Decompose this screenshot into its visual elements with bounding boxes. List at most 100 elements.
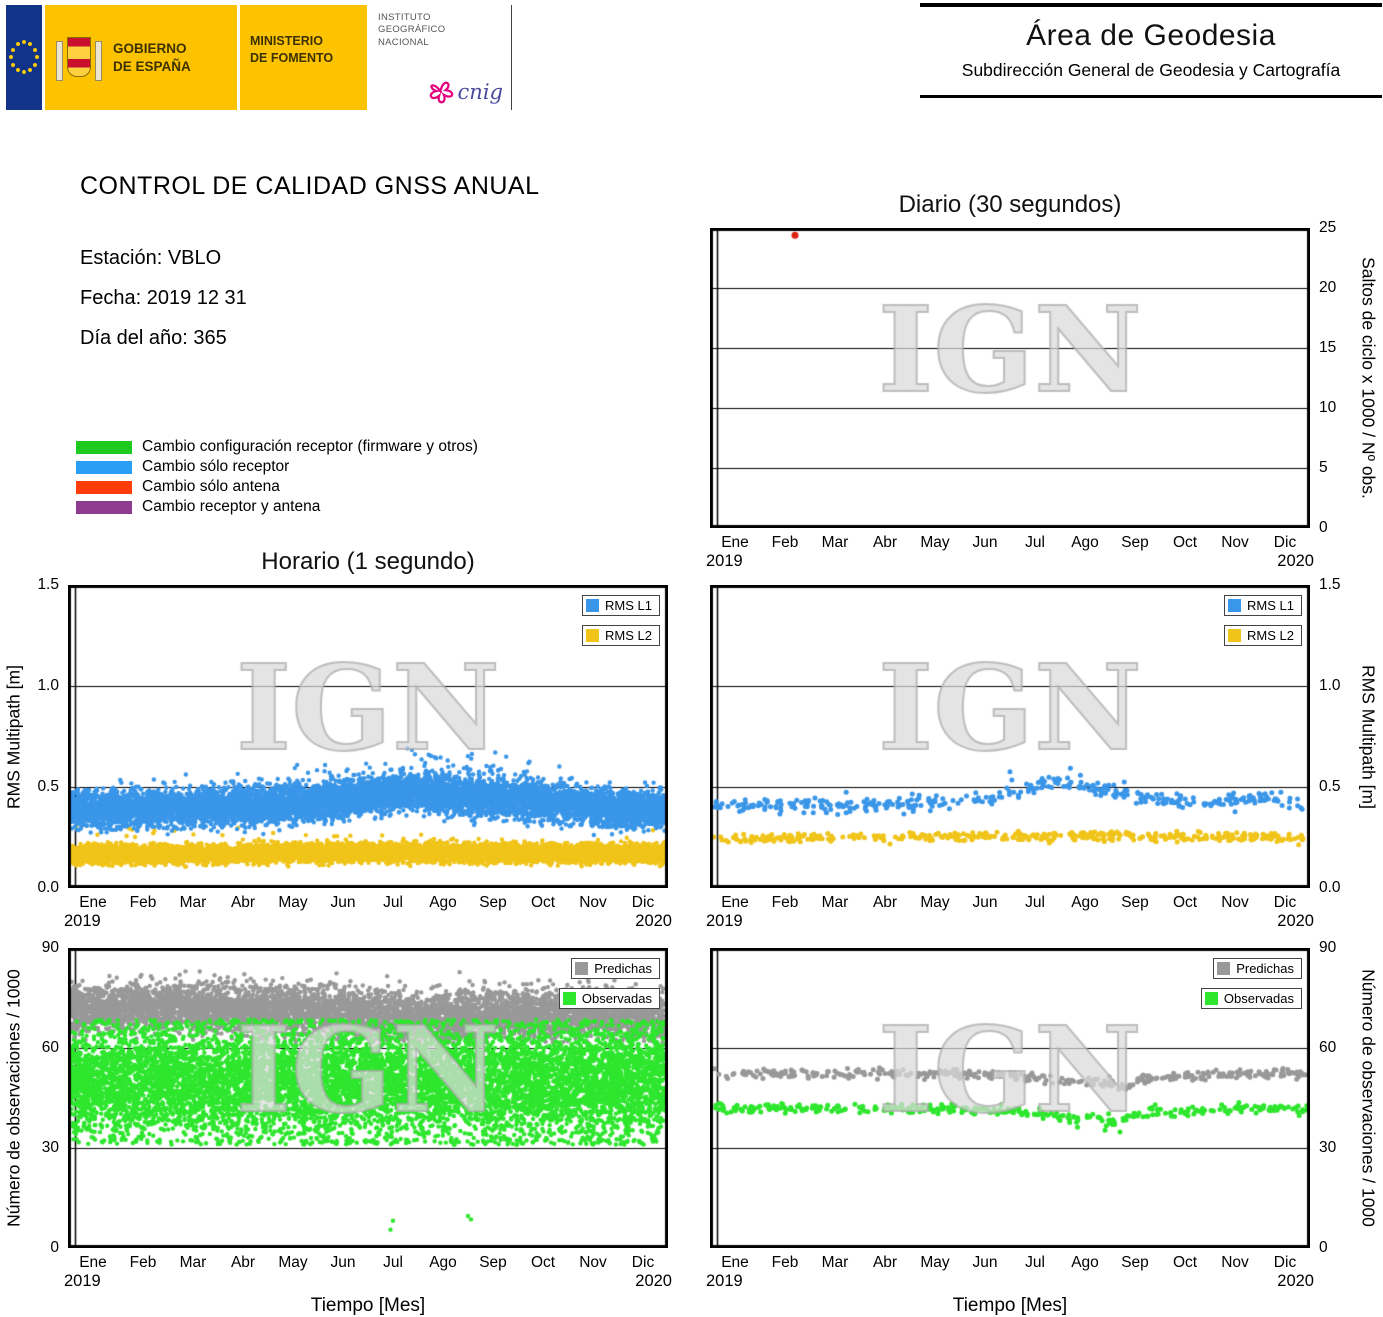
date-label: Fecha: 2019 12 31 — [80, 287, 247, 309]
config-legend-label: Cambio sólo antena — [142, 478, 280, 495]
y-tick-label: 0 — [1319, 519, 1328, 536]
ministerio-fomento-label: MINISTERIO DE FOMENTO — [240, 5, 370, 110]
x-tick-label: Mar — [179, 1254, 207, 1271]
x-tick-label: Abr — [872, 1254, 898, 1271]
x-tick-label: Dic — [1273, 894, 1297, 911]
chart-diario-saltos-ciclo: Diario (30 segundos) Saltos de ciclo x 1… — [706, 191, 1379, 570]
legend-swatch — [1228, 599, 1242, 612]
x-tick-label: Mar — [821, 534, 849, 551]
legend-label: RMS L2 — [605, 628, 652, 643]
chart-diario-multipath: RMS Multipath [m] 2019 2020 0.0 0.5 1.0 1.5… — [706, 576, 1379, 930]
x-tick-label: Ago — [1071, 1254, 1099, 1271]
ministerio-line1: MINISTERIO — [250, 34, 323, 48]
y-tick-label: 1.5 — [37, 576, 59, 593]
x-axis-label: Tiempo [Mes] — [310, 1295, 426, 1316]
day-of-year-label: Día del año: 365 — [80, 327, 227, 349]
area-subtitle: Subdirección General de Geodesia y Carto… — [961, 60, 1341, 80]
legend-swatch — [586, 629, 600, 642]
legend-label: RMS L1 — [1247, 598, 1294, 613]
plot-legend-item: Predichas — [1213, 958, 1302, 979]
config-legend-swatch — [76, 500, 132, 514]
y-axis-label: RMS Multipath [m] — [3, 664, 24, 809]
x-tick-label: Jul — [1025, 534, 1045, 551]
x-tick-label: Jun — [330, 894, 356, 911]
y-tick-label: 0.5 — [1319, 778, 1341, 795]
year-label-right: 2020 — [635, 912, 672, 930]
x-tick-label: Nov — [1221, 534, 1249, 551]
year-label-left: 2019 — [64, 912, 101, 930]
x-tick-label: May — [278, 894, 308, 911]
plot-legend-item: RMS L2 — [1224, 625, 1302, 646]
config-legend-swatch — [76, 480, 132, 494]
year-label-left: 2019 — [64, 1272, 101, 1290]
y-tick-label: 1.0 — [37, 677, 59, 694]
x-tick-label: Oct — [530, 894, 556, 911]
chart-diario-observaciones: Número de observaciones / 1000 2019 2020… — [706, 939, 1379, 1316]
x-tick-label: Nov — [1221, 894, 1249, 911]
y-tick-label: 90 — [41, 939, 59, 956]
x-tick-label: Sep — [1121, 1254, 1149, 1271]
config-legend-swatch — [76, 440, 132, 454]
x-tick-label: Ene — [79, 1254, 107, 1271]
x-tick-label: May — [278, 1254, 308, 1271]
x-tick-label: Feb — [771, 534, 799, 551]
x-tick-label: May — [920, 894, 950, 911]
plot-legend-item: RMS L1 — [1224, 595, 1302, 616]
instituto-geografico-label: INSTITUTO GEOGRÁFICO NACIONAL — [378, 12, 446, 48]
x-tick-label: Ene — [79, 894, 107, 911]
year-label-left: 2019 — [706, 1272, 743, 1290]
x-tick-label: Ago — [429, 894, 457, 911]
chart-title: Diario (30 segundos) — [898, 191, 1122, 218]
x-tick-label: Mar — [821, 1254, 849, 1271]
legend-label: Predichas — [1236, 961, 1294, 976]
page-title: CONTROL DE CALIDAD GNSS ANUAL — [80, 172, 540, 200]
chart-horario-multipath: Horario (1 segundo) RMS Multipath [m] 20… — [4, 548, 673, 930]
x-tick-label: Jul — [1025, 1254, 1045, 1271]
x-tick-label: Abr — [230, 1254, 256, 1271]
x-tick-label: Feb — [771, 1254, 799, 1271]
x-tick-label: Mar — [179, 894, 207, 911]
x-tick-label: Dic — [631, 1254, 655, 1271]
x-tick-label: Abr — [872, 894, 898, 911]
year-label-right: 2020 — [1277, 1272, 1314, 1290]
plot-legend-item: Predichas — [571, 958, 660, 979]
x-tick-label: Oct — [1172, 894, 1198, 911]
instituto-geografico-block: INSTITUTO GEOGRÁFICO NACIONAL cnig — [370, 5, 512, 110]
x-tick-label: Jul — [1025, 894, 1045, 911]
y-axis-label: Número de observaciones / 1000 — [1358, 969, 1379, 1227]
x-tick-label: Nov — [579, 894, 607, 911]
chart-canvas — [710, 585, 1310, 888]
y-axis-label: RMS Multipath [m] — [1358, 664, 1379, 809]
year-label-left: 2019 — [706, 912, 743, 930]
x-tick-label: Mar — [821, 894, 849, 911]
x-tick-label: May — [920, 534, 950, 551]
plot-legend-item: RMS L2 — [582, 625, 660, 646]
x-tick-label: Abr — [872, 534, 898, 551]
x-tick-label: Nov — [1221, 1254, 1249, 1271]
x-tick-label: Ene — [721, 534, 749, 551]
plot-legend-item: Observadas — [558, 988, 660, 1009]
legend-label: Observadas — [1223, 991, 1294, 1006]
legend-swatch — [1228, 629, 1242, 642]
x-tick-label: Ene — [721, 1254, 749, 1271]
year-label-left: 2019 — [706, 552, 743, 570]
x-tick-label: Nov — [579, 1254, 607, 1271]
x-tick-label: Ene — [721, 894, 749, 911]
x-tick-label: Ago — [1071, 894, 1099, 911]
y-tick-label: 0 — [50, 1239, 59, 1256]
x-tick-label: Jun — [972, 1254, 998, 1271]
cnig-flower-icon — [429, 81, 453, 104]
y-tick-label: 30 — [41, 1139, 59, 1156]
legend-swatch — [586, 599, 600, 612]
x-tick-label: Oct — [1172, 1254, 1198, 1271]
y-tick-label: 1.5 — [1319, 576, 1341, 593]
x-tick-label: Jun — [972, 894, 998, 911]
y-tick-label: 20 — [1319, 279, 1337, 296]
y-tick-label: 60 — [1319, 1039, 1337, 1056]
x-tick-label: Jun — [972, 534, 998, 551]
y-tick-label: 10 — [1319, 399, 1337, 416]
area-geodesia-header: Área de Geodesia Subdirección General de… — [920, 3, 1382, 98]
config-legend-label: Cambio receptor y antena — [142, 498, 321, 515]
x-tick-label: Jul — [383, 1254, 403, 1271]
config-legend-item: Cambio sólo antena — [76, 477, 478, 497]
